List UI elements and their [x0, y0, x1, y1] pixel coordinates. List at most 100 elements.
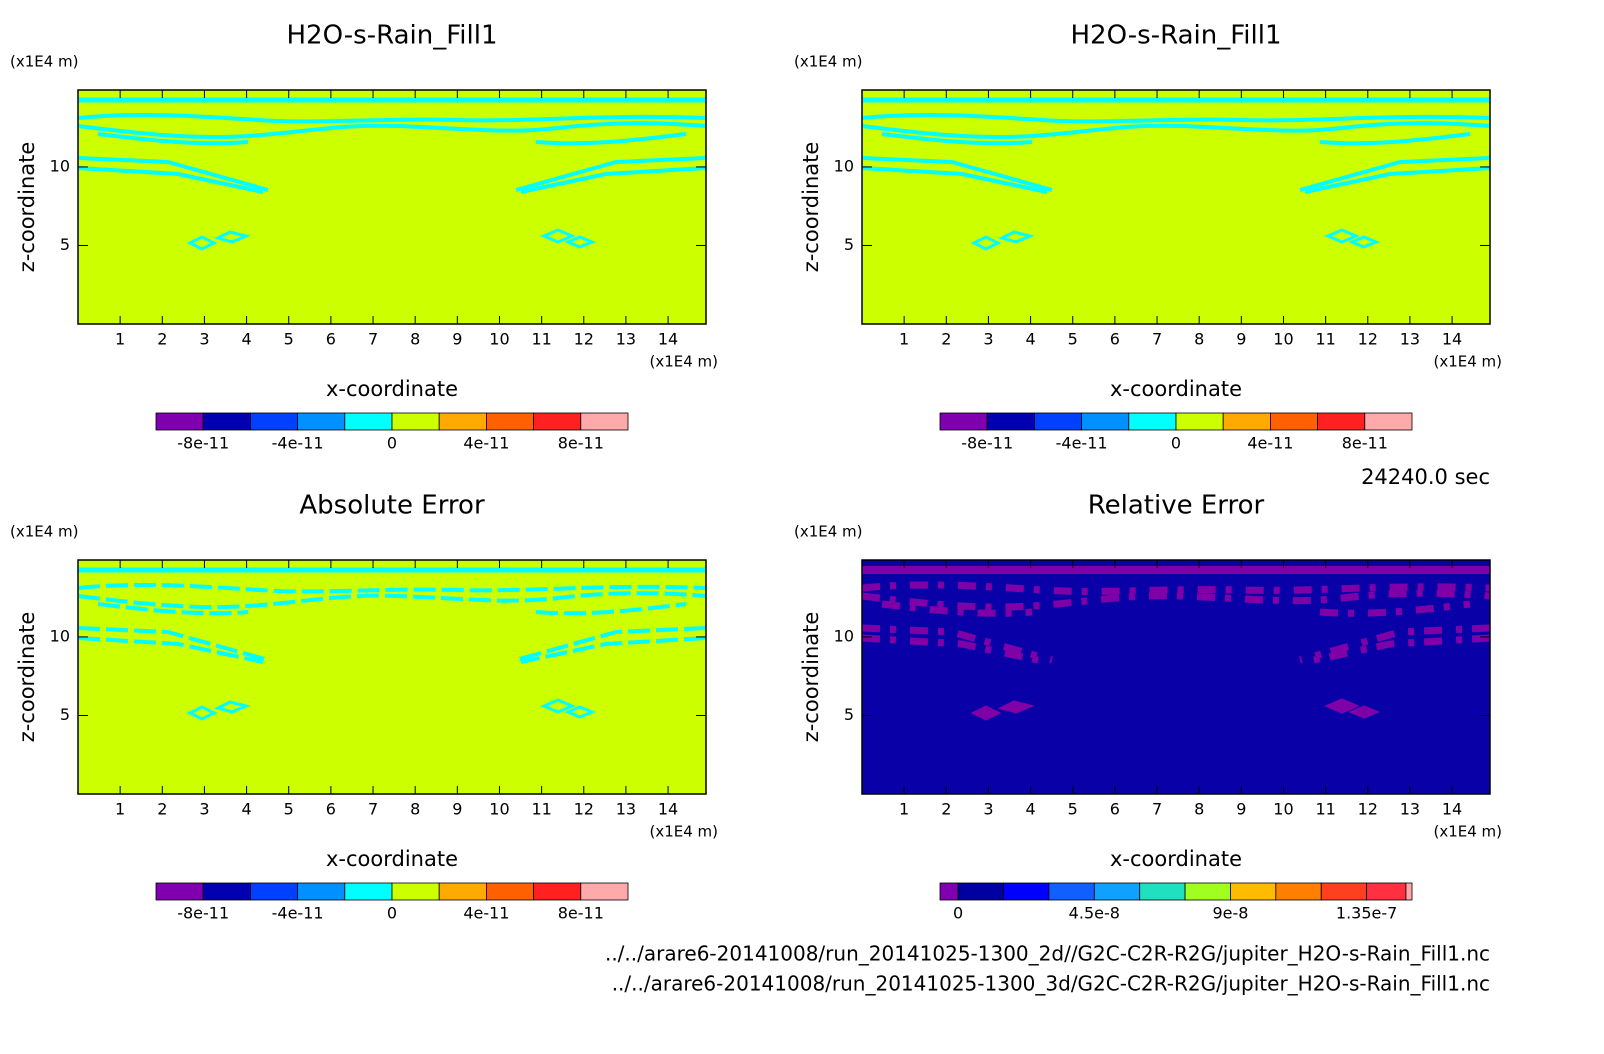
colorbar-bin	[202, 412, 251, 431]
field-contour	[564, 705, 596, 719]
x-tick-label: 2	[157, 330, 167, 349]
colorbar-tick-label: 9e-8	[1212, 904, 1248, 923]
x-tick-label: 5	[284, 800, 294, 819]
colorbar-tick-label: -4e-11	[272, 434, 324, 453]
y-tick-label: 5	[60, 705, 70, 724]
x-tick-label: 10	[489, 800, 509, 819]
field	[861, 560, 1491, 794]
colorbar-bin	[202, 882, 251, 901]
field-contour	[540, 698, 576, 714]
x-tick-label: 5	[1068, 800, 1078, 819]
field-contour	[861, 166, 1048, 194]
colorbar-tick-label: 4e-11	[463, 904, 509, 923]
x-tick-label: 4	[1025, 330, 1035, 349]
field-contour	[970, 235, 1002, 251]
colorbar-tick-label: 4e-11	[1247, 434, 1293, 453]
colorbar-bin	[1093, 882, 1141, 901]
colorbar-bin	[533, 882, 582, 901]
plot-frame	[77, 559, 707, 795]
colorbar-tick-label: 8e-11	[558, 434, 604, 453]
colorbar-bin	[939, 412, 988, 431]
x-tick-label: 12	[1358, 330, 1378, 349]
y-axis-label: z-coordinate	[15, 612, 39, 743]
colorbar-bin	[939, 882, 959, 901]
x-axis-label: x-coordinate	[326, 377, 458, 401]
colorbar-bin	[580, 882, 629, 901]
colorbar-bin	[986, 412, 1035, 431]
field-contour	[77, 121, 707, 140]
field-background	[78, 90, 706, 324]
x-tick-label: 9	[1236, 800, 1246, 819]
x-tick-label: 8	[1194, 330, 1204, 349]
x-tick-label: 11	[1315, 330, 1335, 349]
colorbar-bin	[485, 882, 534, 901]
colorbar-tick-label: 8e-11	[1342, 434, 1388, 453]
colorbar-bin	[1366, 882, 1407, 901]
x-tick-label: 7	[1152, 800, 1162, 819]
x-tick-label: 14	[1442, 330, 1462, 349]
x-tick-label: 8	[1194, 800, 1204, 819]
colorbar-bin	[1139, 882, 1186, 901]
x-tick-label: 6	[1110, 330, 1120, 349]
colorbar-bin	[155, 882, 204, 901]
panel: H2O-s-Rain_Fill1 (x1E4 m) (x1E4 m) x-coordi…	[794, 21, 1502, 453]
colorbar-bin	[297, 882, 346, 901]
colorbar-tick-label: 0	[1171, 434, 1181, 453]
x-tick-label: 9	[452, 800, 462, 819]
colorbar-bin	[1128, 412, 1177, 431]
field-contour	[520, 166, 707, 194]
panel-title: Absolute Error	[299, 491, 485, 521]
x-tick-label: 4	[241, 800, 251, 819]
colorbar-bin	[155, 412, 204, 431]
field-contour	[77, 626, 269, 662]
field-contour	[213, 700, 251, 714]
y-axis-label: z-coordinate	[15, 142, 39, 273]
colorbar-bin	[391, 882, 440, 901]
x-tick-label: 11	[531, 330, 551, 349]
field-contour	[1304, 166, 1491, 194]
field-contour	[77, 582, 707, 594]
x-tick-label: 7	[368, 800, 378, 819]
x-tick-label: 7	[1152, 330, 1162, 349]
y-tick-label: 5	[844, 235, 854, 254]
field-contour	[97, 602, 249, 616]
field-background	[78, 560, 706, 794]
y-tick-label: 5	[60, 235, 70, 254]
x-unit: (x1E4 m)	[649, 823, 718, 841]
x-tick-label: 10	[489, 330, 509, 349]
x-tick-label: 3	[199, 330, 209, 349]
y-tick-label: 10	[50, 626, 70, 645]
field-contour	[970, 705, 1002, 721]
colorbar-bin	[1270, 412, 1319, 431]
field	[861, 90, 1491, 324]
colorbar-tick-label: 4e-11	[463, 434, 509, 453]
field-contour	[861, 581, 1491, 595]
x-tick-label: 14	[1442, 800, 1462, 819]
y-axis-label: z-coordinate	[799, 142, 823, 273]
x-tick-label: 6	[1110, 800, 1120, 819]
x-tick-label: 1	[899, 800, 909, 819]
field-contour	[535, 602, 687, 616]
colorbar-bin	[533, 412, 582, 431]
colorbar-bin	[580, 412, 629, 431]
field-contour	[77, 591, 707, 610]
plot-frame	[861, 89, 1491, 325]
colorbar-tick-label: 4.5e-8	[1069, 904, 1120, 923]
x-tick-label: 3	[983, 330, 993, 349]
colorbar-bin	[391, 412, 440, 431]
field-contour	[881, 132, 1033, 146]
field-contour	[997, 700, 1035, 714]
field-contour	[1348, 705, 1380, 719]
field-contour	[1304, 634, 1491, 666]
colorbar-bin	[1364, 412, 1413, 431]
field-contour	[77, 156, 269, 192]
colorbar-bin	[1175, 412, 1224, 431]
field-background	[862, 560, 1490, 794]
field-contour	[1299, 156, 1491, 192]
x-tick-label: 5	[1068, 330, 1078, 349]
x-tick-label: 11	[531, 800, 551, 819]
x-tick-label: 1	[115, 800, 125, 819]
field-contour	[564, 235, 596, 249]
colorbar-bin	[297, 412, 346, 431]
